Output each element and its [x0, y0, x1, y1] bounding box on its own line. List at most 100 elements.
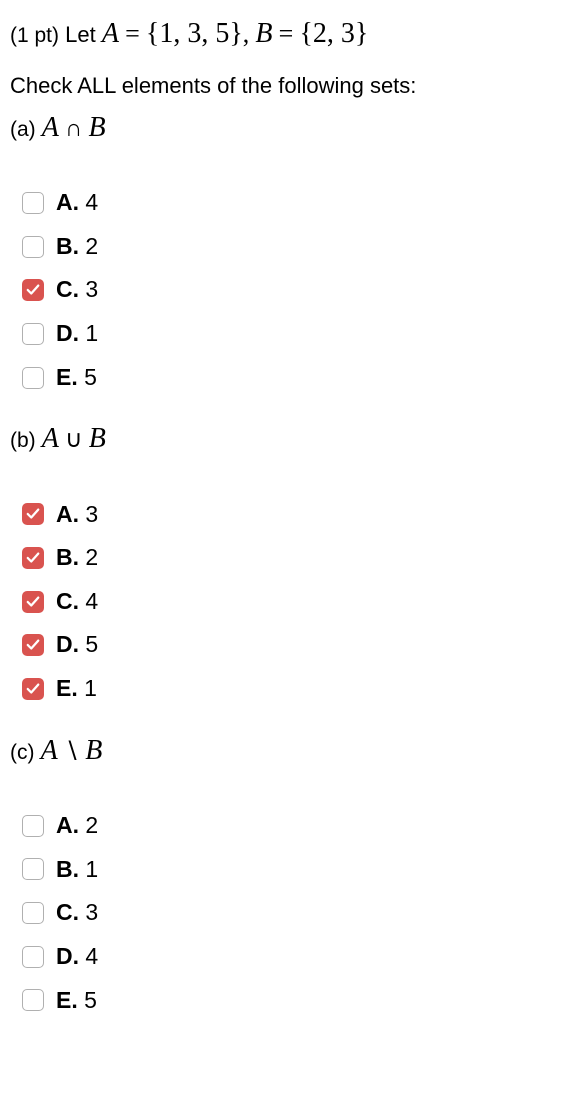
part-c-expr-right: B	[85, 735, 102, 766]
option-letter: C.	[56, 899, 79, 925]
option-row: C. 3	[22, 895, 554, 931]
option-letter: D.	[56, 631, 79, 657]
option-checkbox[interactable]	[22, 902, 44, 924]
option-checkbox[interactable]	[22, 946, 44, 968]
option-checkbox[interactable]	[22, 634, 44, 656]
part-a-expr-op: ∩	[65, 116, 82, 142]
option-row: B. 1	[22, 852, 554, 888]
option-value: 1	[85, 320, 98, 346]
option-row: C. 4	[22, 584, 554, 620]
option-checkbox[interactable]	[22, 279, 44, 301]
option-checkbox[interactable]	[22, 236, 44, 258]
comma-sets: ,	[243, 19, 250, 48]
equals-b: =	[279, 19, 294, 48]
option-value: 2	[85, 812, 98, 838]
option-label: A. 2	[56, 808, 98, 844]
option-label: D. 4	[56, 939, 98, 975]
option-letter: A.	[56, 812, 79, 838]
setA-var: A	[102, 18, 119, 49]
option-label: B. 2	[56, 229, 98, 265]
option-row: A. 3	[22, 497, 554, 533]
option-label: D. 5	[56, 627, 98, 663]
option-row: E. 5	[22, 360, 554, 396]
part-c-letter: (c)	[10, 741, 35, 764]
option-checkbox[interactable]	[22, 367, 44, 389]
problem-intro: (1 pt) Let A = {1, 3, 5}, B = {2, 3}	[10, 14, 554, 53]
part-a-options: A. 4B. 2C. 3D. 1E. 5	[22, 185, 554, 395]
option-value: 1	[84, 675, 97, 701]
option-value: 3	[85, 501, 98, 527]
option-value: 4	[85, 588, 98, 614]
part-b-letter: (b)	[10, 429, 36, 452]
instruction-text: Check ALL elements of the following sets…	[10, 71, 554, 102]
option-checkbox[interactable]	[22, 192, 44, 214]
option-row: A. 2	[22, 808, 554, 844]
option-checkbox[interactable]	[22, 815, 44, 837]
option-row: B. 2	[22, 229, 554, 265]
option-row: C. 3	[22, 272, 554, 308]
option-row: E. 1	[22, 671, 554, 707]
option-label: C. 3	[56, 272, 98, 308]
option-row: D. 4	[22, 939, 554, 975]
option-label: E. 5	[56, 983, 97, 1019]
option-checkbox[interactable]	[22, 547, 44, 569]
option-value: 5	[84, 364, 97, 390]
option-letter: B.	[56, 233, 79, 259]
part-b-expr-left: A	[42, 423, 59, 454]
option-row: E. 5	[22, 983, 554, 1019]
option-letter: A.	[56, 501, 79, 527]
option-label: B. 2	[56, 540, 98, 576]
option-checkbox[interactable]	[22, 591, 44, 613]
option-value: 2	[85, 233, 98, 259]
option-value: 4	[85, 943, 98, 969]
option-value: 3	[85, 899, 98, 925]
option-checkbox[interactable]	[22, 678, 44, 700]
option-value: 4	[85, 189, 98, 215]
setA-values: {1, 3, 5}	[146, 18, 243, 49]
option-label: E. 5	[56, 360, 97, 396]
option-letter: C.	[56, 276, 79, 302]
option-label: D. 1	[56, 316, 98, 352]
setB-var: B	[255, 18, 272, 49]
option-label: A. 4	[56, 185, 98, 221]
option-row: D. 1	[22, 316, 554, 352]
option-checkbox[interactable]	[22, 503, 44, 525]
option-label: C. 3	[56, 895, 98, 931]
option-value: 5	[84, 987, 97, 1013]
option-letter: E.	[56, 987, 78, 1013]
part-c-expr-left: A	[41, 735, 58, 766]
option-row: A. 4	[22, 185, 554, 221]
part-c-expr-op: ∖	[64, 739, 79, 765]
option-letter: A.	[56, 189, 79, 215]
part-b-options: A. 3B. 2C. 4D. 5E. 1	[22, 497, 554, 707]
option-label: A. 3	[56, 497, 98, 533]
option-letter: B.	[56, 544, 79, 570]
option-row: B. 2	[22, 540, 554, 576]
option-checkbox[interactable]	[22, 858, 44, 880]
part-a-expr-left: A	[42, 112, 59, 143]
option-label: E. 1	[56, 671, 97, 707]
option-value: 1	[85, 856, 98, 882]
part-a-letter: (a)	[10, 118, 36, 141]
option-letter: B.	[56, 856, 79, 882]
option-letter: E.	[56, 675, 78, 701]
option-letter: E.	[56, 364, 78, 390]
part-a-label: (a) A ∩ B	[10, 108, 554, 147]
let-text: Let	[65, 22, 96, 47]
setB-values: {2, 3}	[299, 18, 368, 49]
option-checkbox[interactable]	[22, 989, 44, 1011]
part-b-label: (b) A ∪ B	[10, 419, 554, 458]
option-letter: D.	[56, 943, 79, 969]
option-row: D. 5	[22, 627, 554, 663]
part-a-expr-right: B	[89, 112, 106, 143]
option-letter: C.	[56, 588, 79, 614]
option-label: B. 1	[56, 852, 98, 888]
equals-a: =	[125, 19, 140, 48]
option-value: 2	[85, 544, 98, 570]
points-label: (1 pt)	[10, 24, 59, 47]
option-checkbox[interactable]	[22, 323, 44, 345]
part-b-expr-right: B	[89, 423, 106, 454]
part-c-label: (c) A ∖ B	[10, 731, 554, 770]
part-c-options: A. 2B. 1C. 3D. 4E. 5	[22, 808, 554, 1018]
option-letter: D.	[56, 320, 79, 346]
